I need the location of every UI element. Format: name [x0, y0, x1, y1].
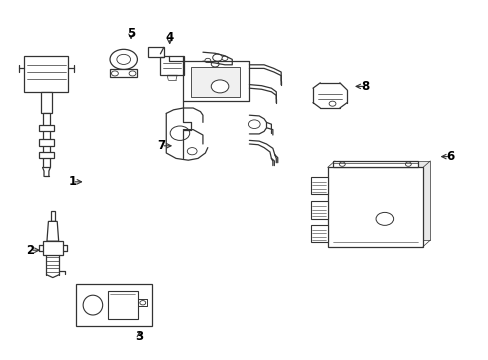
- Circle shape: [248, 120, 260, 129]
- Bar: [110, 69, 137, 77]
- Circle shape: [211, 80, 228, 93]
- Bar: [190, 67, 239, 97]
- Circle shape: [187, 148, 197, 155]
- Circle shape: [405, 162, 410, 166]
- Bar: [310, 201, 327, 219]
- Circle shape: [222, 56, 227, 60]
- Bar: [327, 167, 422, 247]
- Text: 8: 8: [361, 80, 369, 93]
- Circle shape: [211, 61, 219, 67]
- Text: 5: 5: [127, 27, 135, 40]
- Bar: [41, 92, 52, 113]
- Text: 1: 1: [68, 175, 76, 188]
- Bar: [76, 284, 151, 326]
- Text: 6: 6: [446, 150, 453, 163]
- Text: 2: 2: [26, 244, 34, 257]
- Bar: [310, 177, 327, 194]
- Bar: [51, 211, 55, 221]
- Circle shape: [140, 301, 145, 305]
- Bar: [107, 291, 138, 319]
- Circle shape: [339, 162, 345, 166]
- Bar: [24, 56, 68, 92]
- Bar: [160, 55, 183, 76]
- Bar: [39, 139, 54, 146]
- Circle shape: [110, 49, 137, 69]
- Bar: [39, 125, 54, 131]
- Ellipse shape: [83, 295, 102, 315]
- Circle shape: [117, 54, 130, 64]
- Circle shape: [111, 71, 118, 76]
- Circle shape: [129, 71, 136, 76]
- Bar: [42, 113, 50, 167]
- Circle shape: [170, 126, 189, 140]
- Bar: [148, 48, 163, 57]
- Bar: [39, 152, 54, 158]
- Text: 4: 4: [165, 31, 173, 44]
- Text: 7: 7: [157, 139, 165, 152]
- Circle shape: [328, 101, 335, 106]
- Circle shape: [204, 58, 210, 63]
- Bar: [332, 161, 417, 167]
- Text: 3: 3: [135, 330, 143, 343]
- Bar: [42, 241, 63, 255]
- Circle shape: [375, 212, 393, 225]
- Polygon shape: [334, 161, 429, 240]
- Circle shape: [212, 54, 222, 61]
- Polygon shape: [47, 221, 59, 241]
- Bar: [310, 225, 327, 242]
